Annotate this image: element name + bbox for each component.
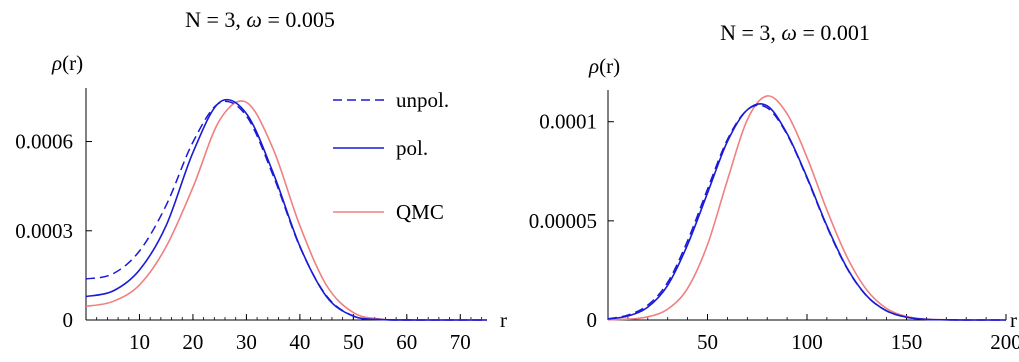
chart-right-rho-omega-0001: N = 3, ω = 0.001 ρ(r) r 50 100 150 200 0 0.00005… xyxy=(529,20,1019,354)
legend-label: QMC xyxy=(396,200,444,224)
chart-title: N = 3, ω = 0.001 xyxy=(720,20,870,45)
chart-title-prefix: N = 3, xyxy=(720,20,781,45)
legend: unpol. pol. QMC xyxy=(333,88,449,224)
y-tick-label: 0.0001 xyxy=(539,110,597,134)
legend-label: unpol. xyxy=(396,88,449,112)
chart-title: N = 3, ω = 0.005 xyxy=(185,7,335,32)
x-axis-label: r xyxy=(1010,308,1017,332)
chart-title-suffix: = 0.001 xyxy=(797,20,870,45)
x-tick-label: 60 xyxy=(396,330,417,354)
y-axis-label-symbol: ρ xyxy=(588,54,599,78)
x-tick-label: 20 xyxy=(182,330,203,354)
series-line-unpol xyxy=(85,100,487,321)
chart-title-symbol: ω xyxy=(781,20,797,45)
y-axis-label-suffix: (r) xyxy=(599,54,620,78)
chart-title-suffix: = 0.005 xyxy=(262,7,335,32)
x-tick-label: 70 xyxy=(450,330,471,354)
y-axis-label-suffix: (r) xyxy=(62,51,83,75)
chart-left-rho-omega-0005: N = 3, ω = 0.005 ρ(r) r 10 20 30 40 50 60 70 0 0.00… xyxy=(15,7,507,354)
x-tick-label: 10 xyxy=(129,330,150,354)
chart-title-prefix: N = 3, xyxy=(185,7,246,32)
y-axis-label: ρ(r) xyxy=(51,51,83,75)
chart-title-symbol: ω xyxy=(246,7,262,32)
series-line-unpol xyxy=(607,104,1006,321)
x-tick-label: 100 xyxy=(791,330,823,354)
y-tick-label: 0 xyxy=(63,308,74,332)
x-tick-label: 40 xyxy=(289,330,310,354)
x-axis-label: r xyxy=(500,308,507,332)
series-line-pol xyxy=(607,103,1006,321)
y-axis-label-symbol: ρ xyxy=(51,51,62,75)
legend-label: pol. xyxy=(396,136,428,160)
y-tick-label: 0 xyxy=(587,308,598,332)
x-tick-label: 200 xyxy=(990,330,1019,354)
x-tick-label: 150 xyxy=(891,330,923,354)
y-axis-label: ρ(r) xyxy=(588,54,620,78)
y-tick-label: 0.0006 xyxy=(15,130,73,154)
x-tick-label: 50 xyxy=(343,330,364,354)
y-tick-label: 0.0003 xyxy=(15,219,73,243)
x-tick-label: 30 xyxy=(236,330,257,354)
x-tick-label: 50 xyxy=(697,330,718,354)
y-tick-label: 0.00005 xyxy=(529,209,597,233)
